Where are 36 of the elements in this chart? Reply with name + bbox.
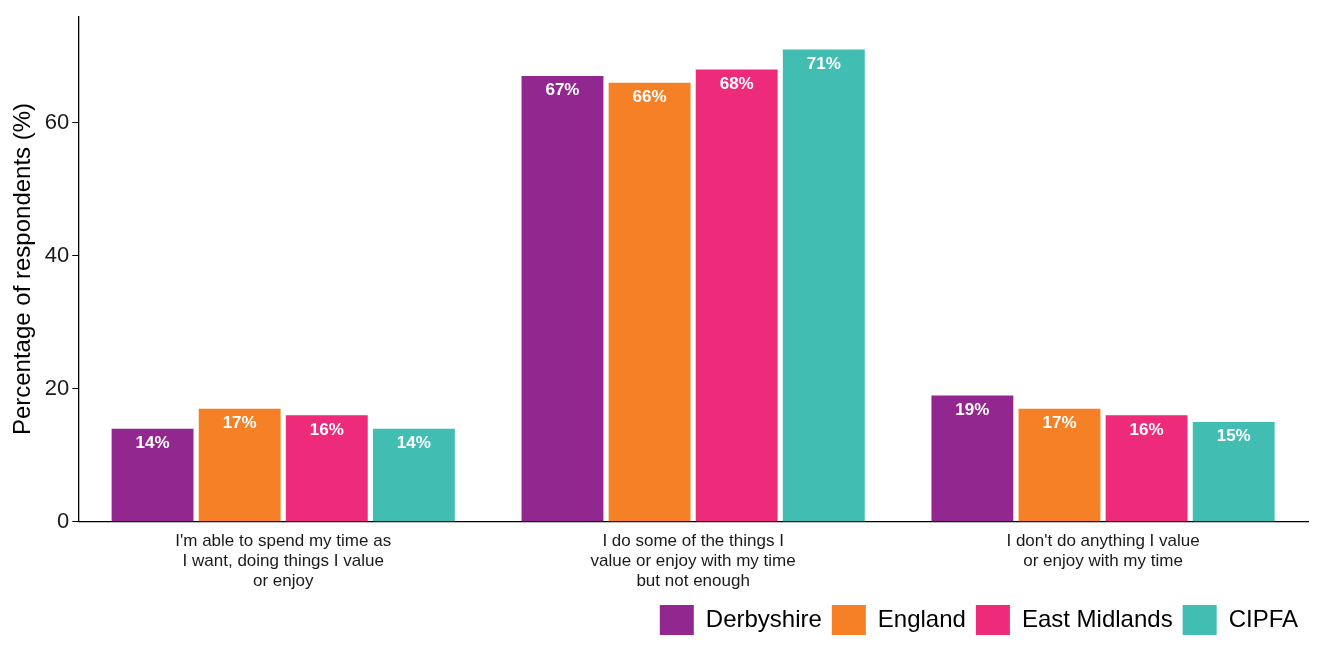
data-label: 68% xyxy=(719,73,754,93)
data-label: 14% xyxy=(396,432,431,452)
bar xyxy=(931,395,1014,522)
x-tick-label: I do some of the things I value or enjoy with my time but not enough xyxy=(590,530,796,591)
data-label: 66% xyxy=(632,86,667,106)
y-axis-title: Percentage of respondents (%) xyxy=(8,102,36,436)
x-tick-label: I'm able to spend my time as I want, doing things I value or enjoy xyxy=(175,530,392,591)
bar xyxy=(1105,415,1188,522)
bar xyxy=(285,415,368,522)
bar xyxy=(1192,422,1275,522)
data-label: 67% xyxy=(545,80,580,100)
data-label: 15% xyxy=(1216,426,1251,446)
data-label: 16% xyxy=(309,419,344,439)
y-tick-label: 20 xyxy=(44,374,70,400)
bar xyxy=(198,408,281,522)
x-tick-label: I don't do anything I value or enjoy with my time xyxy=(1006,530,1200,571)
legend-label: CIPFA xyxy=(1228,604,1299,632)
y-tick-label: 60 xyxy=(44,108,70,134)
y-tick-label: 40 xyxy=(44,241,70,267)
data-label: 19% xyxy=(955,399,990,419)
data-label: 14% xyxy=(135,432,170,452)
legend-label: England xyxy=(877,604,966,632)
data-label: 71% xyxy=(806,53,841,73)
bar xyxy=(782,49,865,522)
legend-label: Derbyshire xyxy=(705,604,822,632)
bar xyxy=(372,428,455,522)
legend-label: East Midlands xyxy=(1021,604,1173,632)
bar xyxy=(521,76,604,522)
y-tick-label: 0 xyxy=(57,507,70,533)
bar xyxy=(1018,408,1101,522)
bar xyxy=(111,428,194,522)
bar xyxy=(695,69,778,522)
data-label: 16% xyxy=(1129,419,1164,439)
data-label: 17% xyxy=(1042,412,1077,432)
data-label: 17% xyxy=(222,412,257,432)
bar xyxy=(608,82,691,522)
